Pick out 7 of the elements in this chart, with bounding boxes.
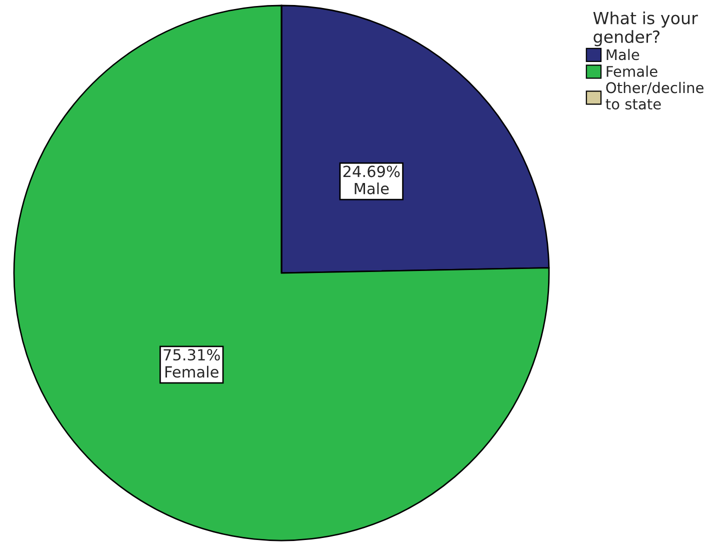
data-label: 24.69% Male [343, 166, 400, 194]
pie-slice [13, 4, 550, 542]
legend-title: What is your gender? [593, 11, 698, 46]
legend-label: Female [606, 66, 658, 77]
legend-label: Male [606, 48, 640, 60]
data-label: 75.31% Female [164, 348, 220, 378]
legend-label: Other/decline to state [606, 82, 704, 110]
